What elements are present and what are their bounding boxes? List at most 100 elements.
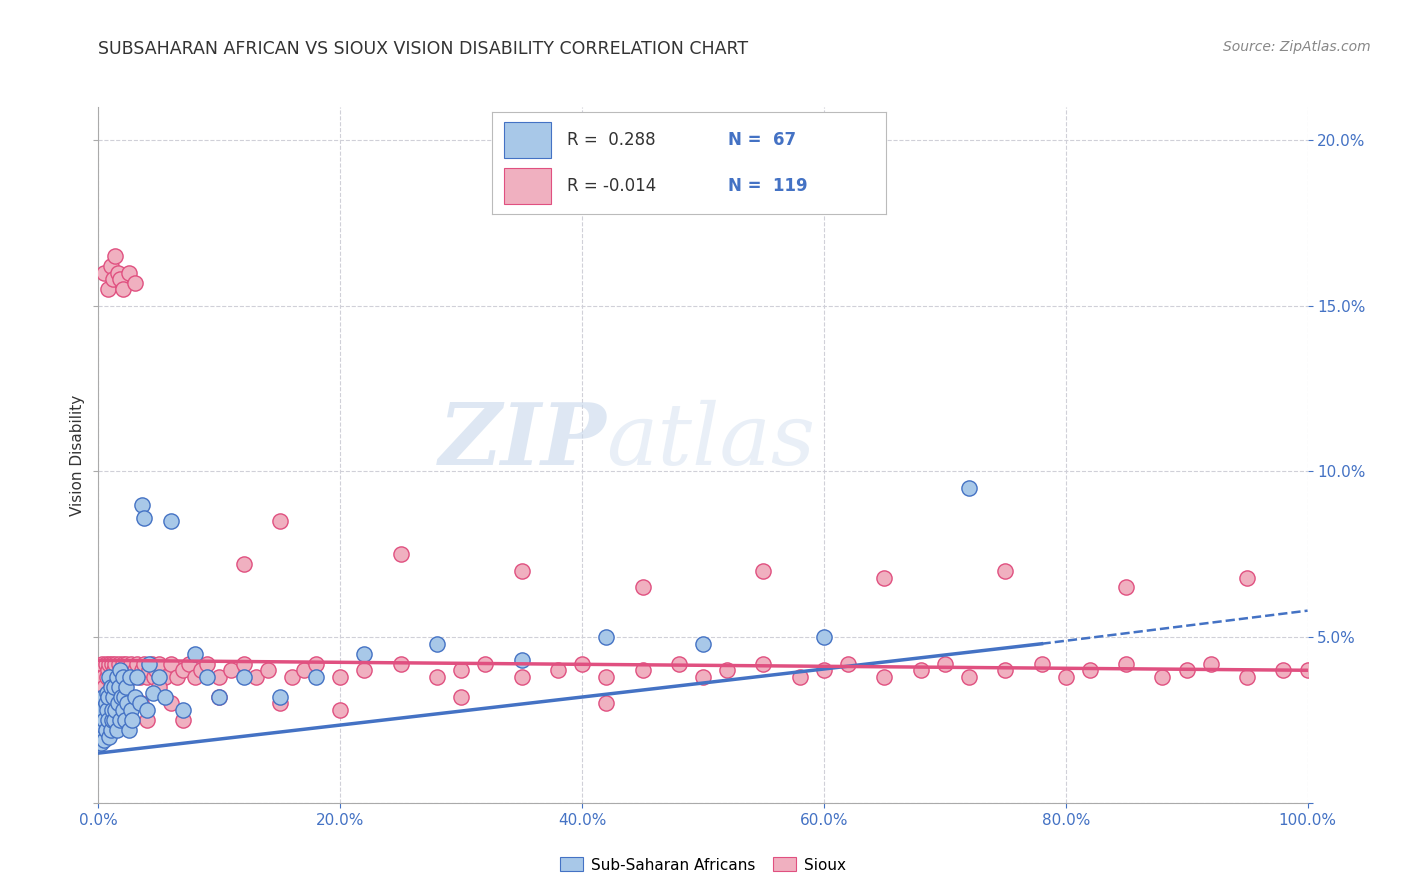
Point <box>179 657 201 671</box>
Point <box>128 697 150 711</box>
Point <box>94 697 117 711</box>
Point <box>135 670 157 684</box>
Point <box>631 663 654 677</box>
Point <box>190 663 212 677</box>
Point <box>100 680 122 694</box>
Bar <box>503 122 551 158</box>
Point <box>184 647 207 661</box>
Point <box>1236 570 1258 584</box>
Point <box>104 703 127 717</box>
Point <box>571 657 593 671</box>
Point <box>1078 663 1101 677</box>
Point <box>124 690 146 704</box>
Point <box>118 723 141 737</box>
Point <box>329 670 352 684</box>
Point <box>957 481 980 495</box>
Point <box>668 657 690 671</box>
Point <box>91 703 114 717</box>
Point <box>595 697 617 711</box>
Point <box>121 670 143 684</box>
Text: ZIP: ZIP <box>439 400 606 483</box>
Point <box>450 690 472 704</box>
Point <box>510 653 533 667</box>
Point <box>547 663 569 677</box>
Point <box>138 657 160 671</box>
Point <box>692 637 714 651</box>
Point <box>93 732 115 747</box>
Point <box>145 663 167 677</box>
Point <box>752 657 775 671</box>
Point <box>93 266 115 280</box>
Point <box>120 703 142 717</box>
Point <box>510 564 533 578</box>
Point <box>105 670 128 684</box>
Point <box>631 581 654 595</box>
Point <box>90 736 112 750</box>
Text: Source: ZipAtlas.com: Source: ZipAtlas.com <box>1223 40 1371 54</box>
Point <box>114 713 136 727</box>
Point <box>91 723 114 737</box>
Point <box>172 703 194 717</box>
Point <box>131 498 153 512</box>
Point <box>111 657 134 671</box>
Point <box>138 663 160 677</box>
Point <box>789 670 811 684</box>
Point <box>135 713 157 727</box>
Point <box>450 663 472 677</box>
Point <box>89 730 111 744</box>
Point <box>91 690 114 704</box>
Point <box>1115 581 1137 595</box>
Point <box>91 670 114 684</box>
Point <box>121 713 143 727</box>
Point <box>108 713 131 727</box>
Point <box>108 670 131 684</box>
Y-axis label: Vision Disability: Vision Disability <box>70 394 86 516</box>
Point <box>208 670 231 684</box>
Point <box>111 703 134 717</box>
Point <box>100 703 122 717</box>
Point <box>117 670 139 684</box>
Point <box>269 514 291 528</box>
Point <box>127 670 149 684</box>
Point <box>100 259 122 273</box>
Point <box>595 670 617 684</box>
Point <box>1236 670 1258 684</box>
Point <box>124 276 146 290</box>
Point <box>1152 670 1174 684</box>
Point <box>166 670 188 684</box>
Point <box>103 663 125 677</box>
Point <box>91 657 114 671</box>
Point <box>153 670 176 684</box>
Point <box>112 690 135 704</box>
Text: N =  67: N = 67 <box>728 131 796 149</box>
Point <box>108 663 131 677</box>
Point <box>141 657 163 671</box>
Point <box>97 713 120 727</box>
Point <box>595 630 617 644</box>
Point <box>100 680 122 694</box>
Point <box>110 663 132 677</box>
Point <box>994 663 1017 677</box>
Point <box>142 686 165 700</box>
Point <box>281 670 304 684</box>
Point <box>221 663 243 677</box>
Point <box>160 657 183 671</box>
Bar <box>503 168 551 204</box>
Point <box>134 657 156 671</box>
Point <box>89 663 111 677</box>
Point <box>91 730 114 744</box>
Point <box>994 564 1017 578</box>
Point <box>837 657 859 671</box>
Point <box>96 670 118 684</box>
Point <box>118 266 141 280</box>
Point <box>752 564 775 578</box>
Point <box>118 670 141 684</box>
Point <box>115 680 138 694</box>
Point <box>232 558 254 572</box>
Point <box>510 670 533 684</box>
Point <box>269 690 291 704</box>
Point <box>305 670 328 684</box>
Point <box>101 272 124 286</box>
Point <box>107 266 129 280</box>
Point <box>103 680 125 694</box>
